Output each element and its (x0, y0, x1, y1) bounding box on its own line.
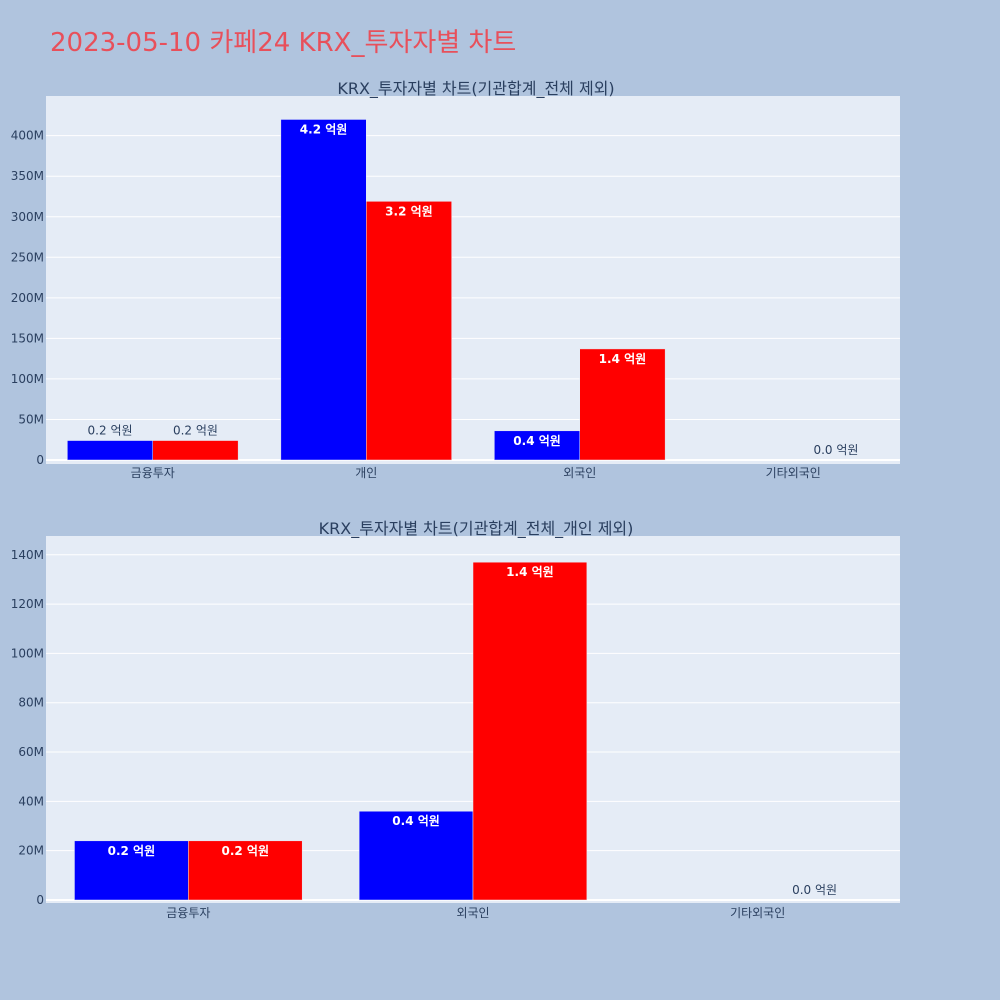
y-tick-label: 0 (36, 893, 44, 907)
y-tick-label: 100M (11, 372, 44, 386)
x-tick-label: 금융투자 (166, 906, 210, 920)
bar-data-label: 0.2 억원 (108, 844, 156, 858)
bar-data-label: 4.2 억원 (300, 122, 348, 136)
bar (579, 348, 666, 461)
page-title: 2023-05-10 카페24 KRX_투자자별 차트 (50, 28, 517, 58)
y-tick-label: 20M (18, 844, 44, 858)
chart-investor-excl-individual: 0 20M 40M 60M 80M 100M 120M 140M KRX_투자자별 차트(기관합… (11, 519, 900, 920)
y-tick-label: 50M (18, 412, 44, 426)
y-tick-label: 100M (11, 646, 44, 660)
bar-data-label: 0.0 억원 (792, 883, 837, 897)
chart-title: KRX_투자자별 차트(기관합계_전체 제외) (337, 79, 614, 99)
x-tick-label: 외국인 (456, 906, 489, 920)
plot-area (46, 96, 900, 464)
x-tick-label: 기타외국인 (766, 466, 821, 480)
bar (74, 840, 189, 901)
bar-data-label: 0.4 억원 (513, 434, 561, 448)
y-tick-label: 80M (18, 696, 44, 710)
y-tick-label: 40M (18, 794, 44, 808)
bar-data-label: 0.2 억원 (222, 844, 270, 858)
x-tick-label: 개인 (355, 466, 377, 480)
y-tick-label: 300M (11, 210, 44, 224)
bar (280, 119, 367, 461)
bar (67, 440, 153, 461)
bar-data-label: 0.2 억원 (173, 424, 218, 438)
bar (494, 430, 581, 461)
y-tick-label: 150M (11, 331, 44, 345)
bar-data-label: 0.0 억원 (813, 443, 858, 457)
y-tick-label: 200M (11, 291, 44, 305)
y-tick-label: 140M (11, 548, 44, 562)
x-tick-label: 기타외국인 (730, 906, 785, 920)
y-tick-label: 60M (18, 745, 44, 759)
chart-investor-all: 0 50M 100M 150M 200M 250M 300M 350M 400M KRX_투자자별… (11, 79, 900, 480)
x-tick-label: 금융투자 (131, 466, 175, 480)
bar-data-label: 0.2 억원 (88, 424, 133, 438)
bar-data-label: 0.4 억원 (392, 814, 440, 828)
bar (366, 201, 452, 461)
x-tick-label: 외국인 (563, 466, 596, 480)
y-tick-label: 350M (11, 169, 44, 183)
y-tick-label: 0 (36, 453, 44, 467)
bar-data-label: 3.2 억원 (385, 204, 433, 218)
bar-data-label: 1.4 억원 (599, 352, 647, 366)
bar (152, 440, 239, 461)
chart-title: KRX_투자자별 차트(기관합계_전체_개인 제외) (319, 519, 634, 539)
bar-data-label: 1.4 억원 (506, 565, 554, 579)
bar (188, 840, 303, 901)
y-tick-label: 400M (11, 129, 44, 143)
y-tick-label: 120M (11, 597, 44, 611)
bar (472, 561, 588, 901)
bar (358, 810, 474, 901)
y-tick-label: 250M (11, 250, 44, 264)
